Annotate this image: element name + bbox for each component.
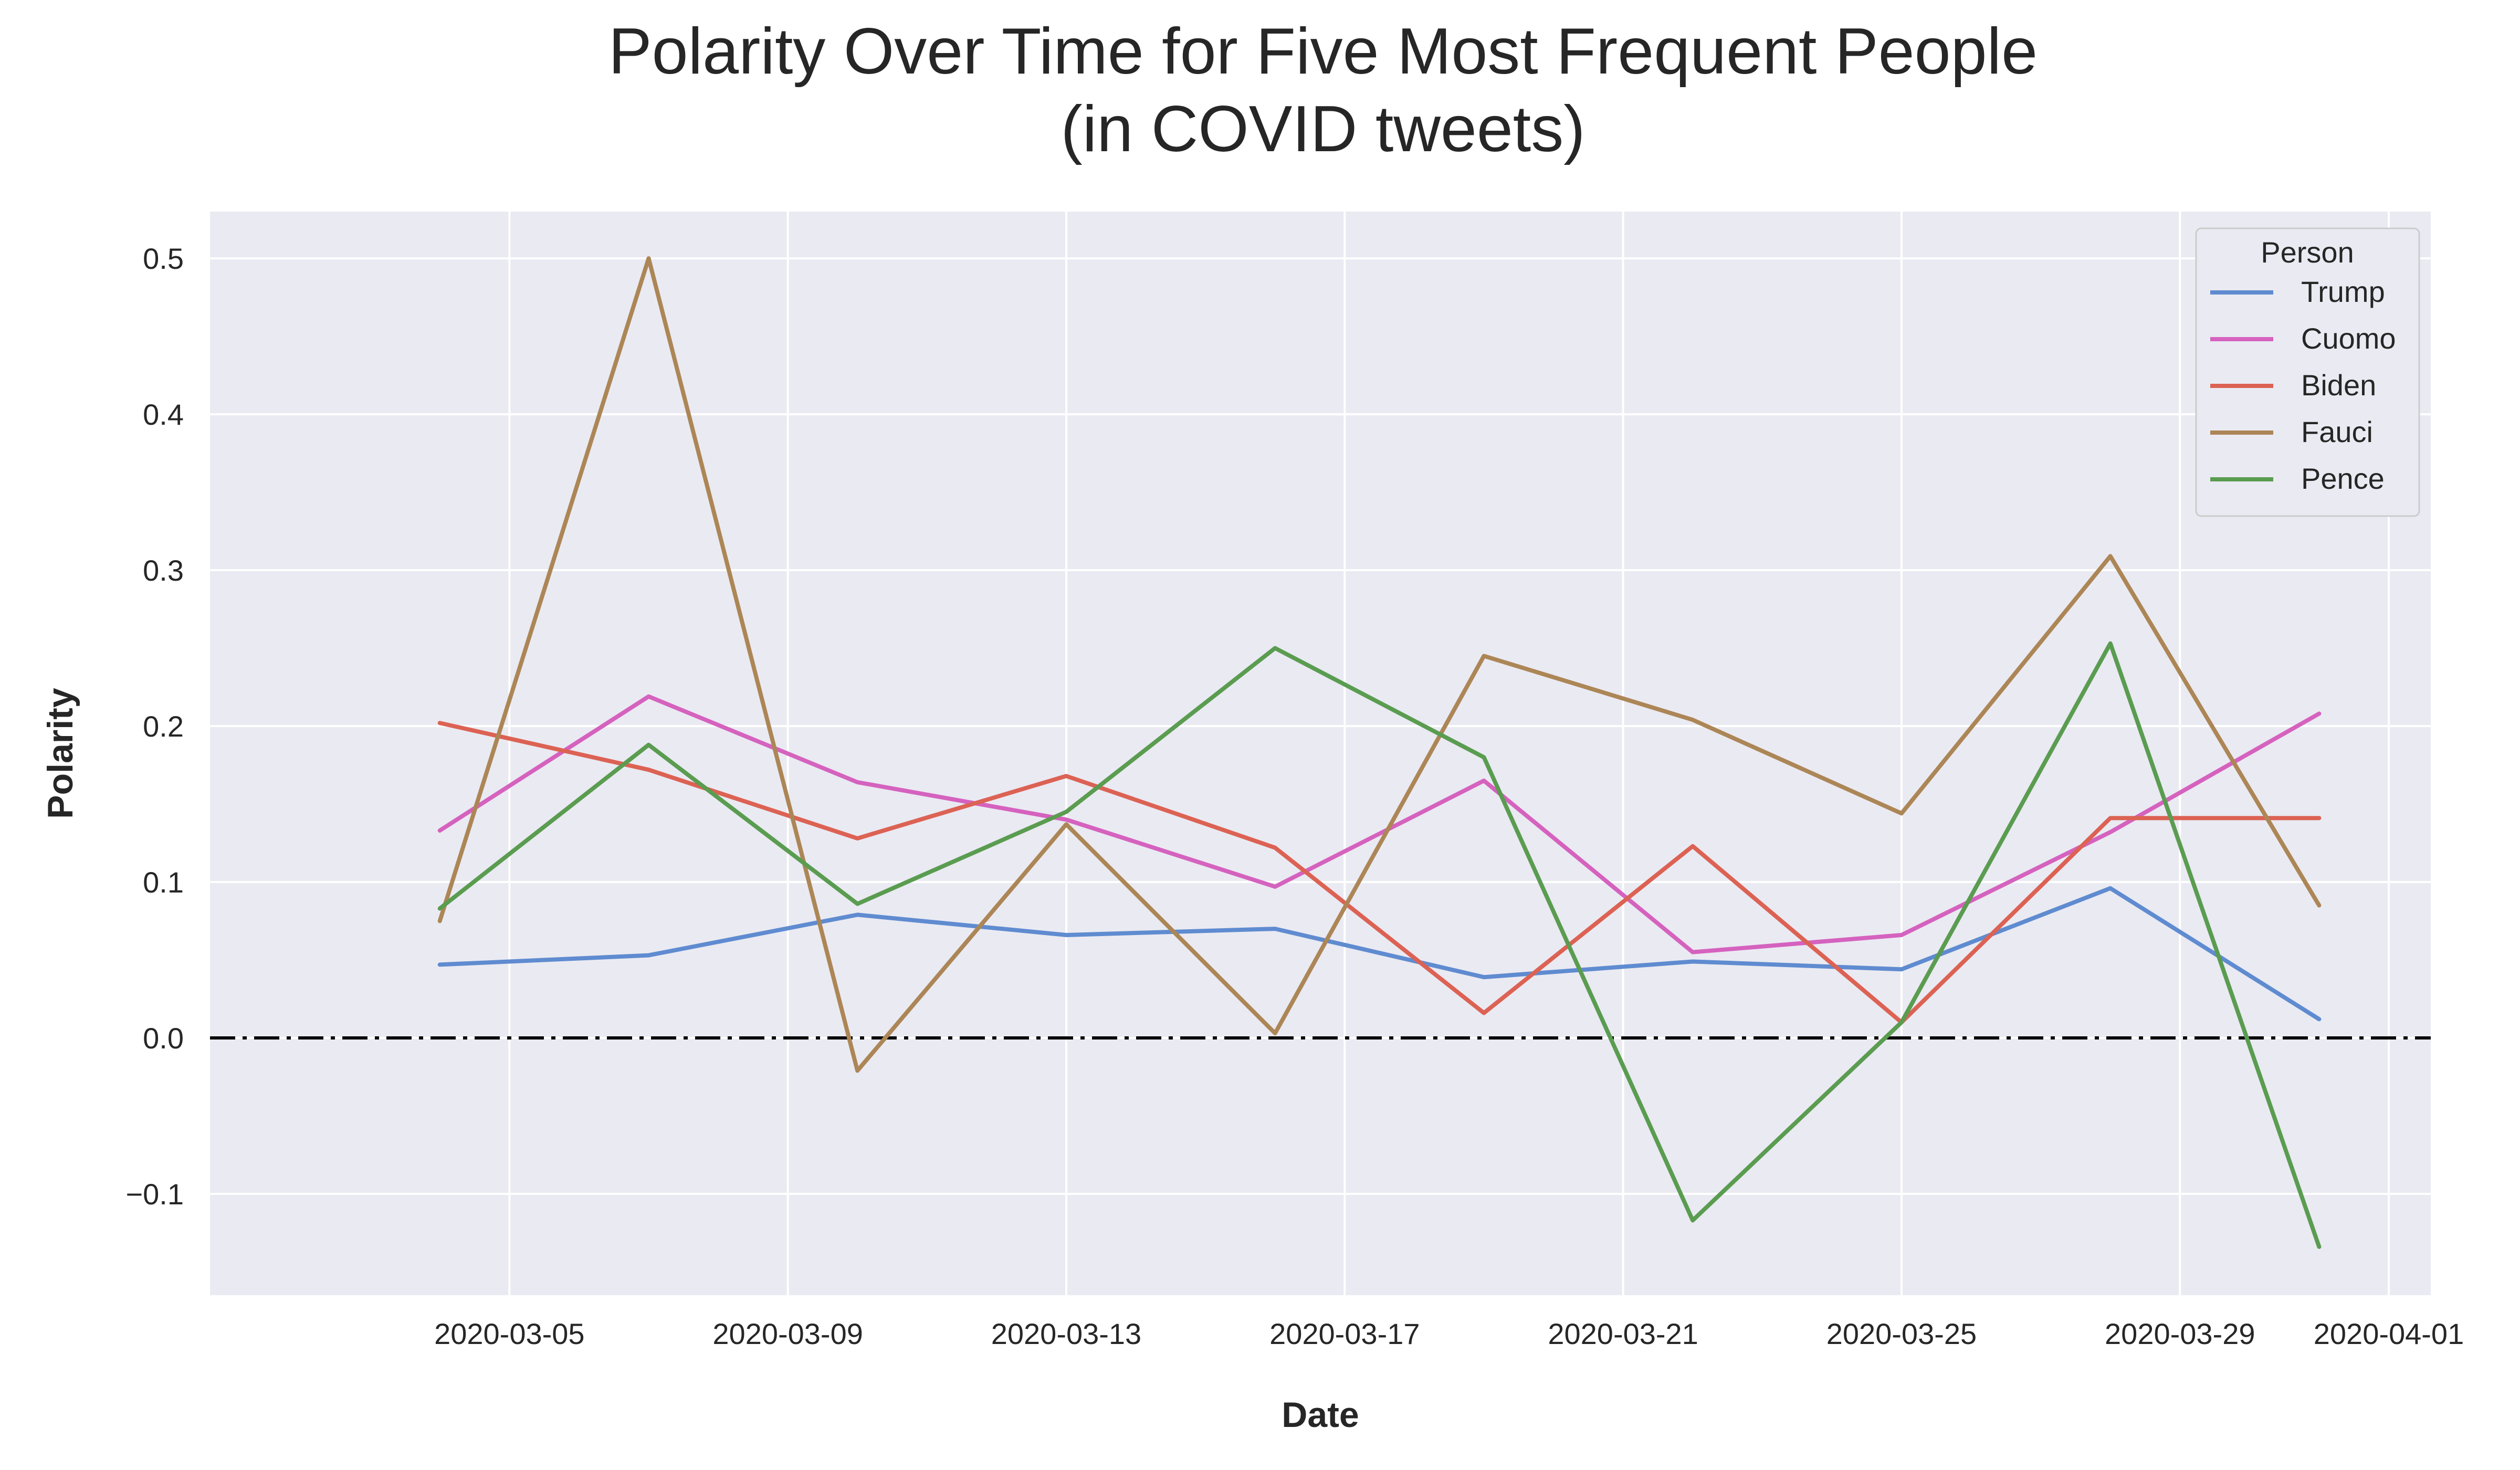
x-axis-label: Date: [1282, 1395, 1359, 1435]
x-tick-label: 2020-03-13: [991, 1317, 1141, 1350]
y-tick-label: 0.5: [143, 242, 184, 275]
series-line-biden: [437, 721, 2322, 1025]
x-tick-label: 2020-03-29: [2105, 1317, 2255, 1350]
plot-area: [210, 212, 2431, 1295]
y-tick-label: 0.0: [143, 1022, 184, 1055]
x-tick-labels: 2020-03-05 2020-03-09 2020-03-13 2020-03-17…: [434, 1317, 2464, 1350]
legend-label-biden: Biden: [2301, 369, 2376, 402]
chart-subtitle: (in COVID tweets): [1060, 93, 1585, 165]
legend-items: Trump Cuomo Biden Fauci Pence: [2210, 275, 2396, 495]
x-tick-label: 2020-03-09: [712, 1317, 863, 1350]
series-line-cuomo: [437, 694, 2322, 954]
x-tick-label: 2020-03-21: [1548, 1317, 1698, 1350]
y-tick-labels: −0.1 0.0 0.1 0.2 0.3 0.4 0.5: [125, 242, 184, 1211]
series-line-trump: [437, 886, 2322, 1022]
legend-label-trump: Trump: [2301, 275, 2385, 308]
legend-box: [2195, 227, 2420, 517]
y-tick-label: 0.1: [143, 866, 184, 899]
grid: [210, 212, 2431, 1295]
legend-label-fauci: Fauci: [2301, 415, 2373, 448]
x-tick-label: 2020-03-25: [1826, 1317, 1977, 1350]
series-line-fauci: [437, 256, 2322, 1073]
y-axis-label: Polarity: [40, 688, 80, 819]
y-tick-label: 0.4: [143, 398, 184, 431]
x-tick-label: 2020-03-05: [434, 1317, 584, 1350]
y-tick-label: 0.2: [143, 710, 184, 743]
legend: Person Trump Cuomo Biden Fauci Pence: [2195, 227, 2420, 517]
x-tick-label: 2020-03-17: [1269, 1317, 1420, 1350]
y-tick-label: −0.1: [125, 1178, 184, 1211]
x-tick-label: 2020-04-01: [2314, 1317, 2464, 1350]
legend-label-cuomo: Cuomo: [2301, 322, 2396, 355]
series-line-pence: [437, 641, 2322, 1249]
legend-label-pence: Pence: [2301, 462, 2385, 495]
legend-title: Person: [2261, 236, 2354, 269]
y-tick-label: 0.3: [143, 554, 184, 587]
chart-title: Polarity Over Time for Five Most Frequen…: [608, 15, 2038, 88]
series-lines: [437, 256, 2322, 1249]
